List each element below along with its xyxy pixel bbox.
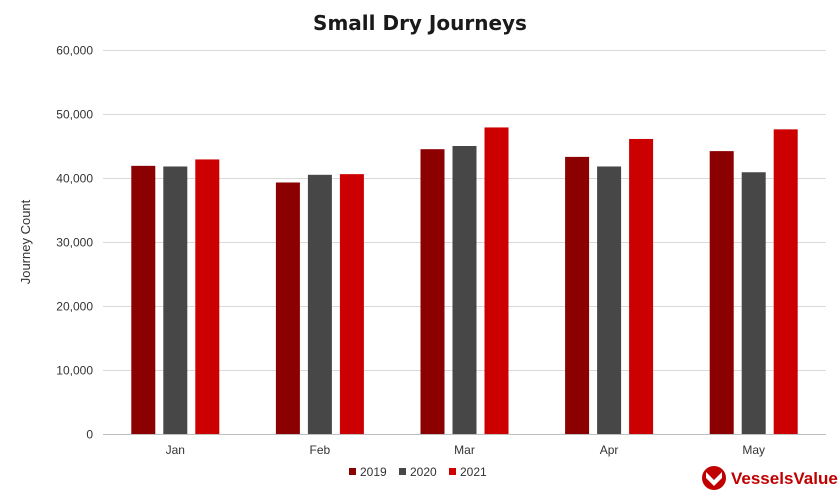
bar-2021-may [773, 129, 798, 435]
x-tick-label: Mar [454, 443, 475, 457]
legend-label: 2020 [410, 465, 437, 479]
legend-label: 2019 [360, 465, 387, 479]
bar-2021-mar [484, 127, 509, 434]
y-tick-label: 50,000 [56, 108, 93, 122]
brand-name: VesselsValue [731, 469, 838, 488]
y-tick-label: 10,000 [56, 364, 93, 378]
legend: 2019 2020 2021 [349, 465, 487, 479]
y-tick-label: 30,000 [56, 236, 93, 250]
y-tick-label: 20,000 [56, 300, 93, 314]
y-axis-title: Journey Count [18, 199, 33, 284]
x-tick-label: May [742, 443, 765, 457]
bar-2021-apr [629, 138, 654, 434]
vesselsvalue-logo-icon [702, 466, 726, 490]
x-tick-label: Feb [310, 443, 331, 457]
brand-logo: VesselsValue [702, 466, 838, 490]
bar-2019-may [709, 151, 734, 434]
x-tick-label: Jan [166, 443, 185, 457]
y-tick-label: 40,000 [56, 172, 93, 186]
bar-2019-apr [565, 156, 590, 434]
bar-2020-feb [307, 174, 332, 435]
legend-swatch [349, 468, 356, 475]
y-tick-label: 0 [86, 428, 93, 442]
legend-swatch [449, 468, 456, 475]
bars [131, 127, 798, 435]
x-axis-ticks: Jan Feb Mar Apr May [166, 443, 765, 457]
bar-2020-apr [597, 166, 622, 435]
bar-2020-jan [163, 166, 188, 435]
bar-2020-mar [452, 146, 477, 434]
y-tick-label: 60,000 [56, 44, 93, 58]
bar-2019-jan [131, 165, 156, 434]
bar-2019-mar [420, 149, 445, 434]
y-axis-ticks: 0 10,000 20,000 30,000 40,000 50,000 60,000 [56, 44, 93, 442]
chart-title: Small Dry Journeys [313, 11, 527, 35]
legend-swatch [399, 468, 406, 475]
bar-2021-feb [339, 174, 364, 434]
legend-label: 2021 [460, 465, 487, 479]
bar-2020-may [741, 172, 766, 435]
bar-2019-feb [275, 182, 300, 434]
bar-2021-jan [195, 159, 220, 434]
x-tick-label: Apr [600, 443, 619, 457]
